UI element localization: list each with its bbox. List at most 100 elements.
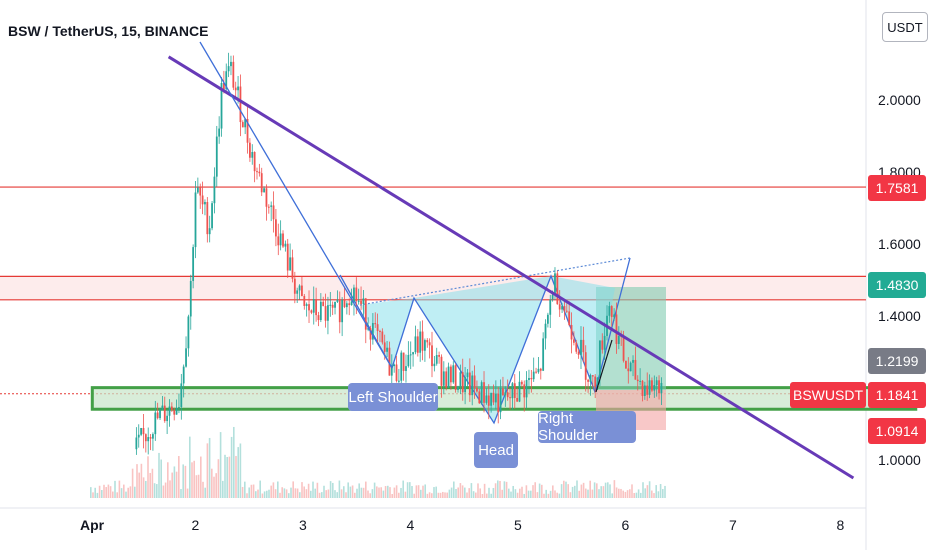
entry-arrow bbox=[595, 339, 613, 393]
candle-body bbox=[241, 122, 244, 128]
candle-body bbox=[549, 299, 552, 315]
volume-bar bbox=[490, 493, 492, 498]
candle-body bbox=[168, 406, 171, 416]
volume-bar bbox=[376, 486, 378, 498]
candle-body bbox=[192, 247, 195, 281]
volume-bar bbox=[164, 482, 167, 498]
candle-body bbox=[178, 407, 180, 409]
candle-body bbox=[447, 366, 450, 388]
currency-button[interactable]: USDT bbox=[882, 12, 928, 42]
candle-body bbox=[584, 352, 587, 380]
volume-bar bbox=[569, 492, 572, 498]
right-shoulder-label[interactable]: Right Shoulder bbox=[538, 410, 636, 444]
y-tick-label: 2.0000 bbox=[878, 92, 921, 108]
candle-body bbox=[374, 323, 377, 325]
candle-body bbox=[258, 171, 261, 174]
volume-bar bbox=[349, 486, 352, 498]
candle-body bbox=[629, 362, 632, 372]
resistance-2-badge: 1.4830 bbox=[868, 272, 926, 298]
volume-bar bbox=[664, 485, 666, 498]
volume-bar bbox=[389, 487, 391, 498]
volume-bar bbox=[338, 480, 341, 498]
candle-body bbox=[639, 380, 642, 382]
candle-body bbox=[369, 328, 372, 340]
candle-body bbox=[317, 315, 320, 321]
volume-bar bbox=[472, 491, 475, 498]
candle-body bbox=[189, 280, 192, 317]
volume-bar bbox=[351, 485, 354, 498]
volume-bar bbox=[292, 481, 294, 498]
candle-body bbox=[478, 391, 481, 404]
candle-body bbox=[573, 339, 575, 343]
grid-lines bbox=[0, 0, 867, 550]
volume-bar bbox=[534, 482, 536, 498]
volume-bar bbox=[580, 484, 583, 498]
volume-bar bbox=[466, 492, 468, 498]
volume-bar bbox=[299, 492, 301, 498]
volume-bar bbox=[428, 492, 431, 498]
candle-body bbox=[468, 372, 471, 396]
volume-bar bbox=[171, 472, 173, 498]
candle-body bbox=[196, 187, 199, 193]
candle-body bbox=[154, 412, 157, 435]
left-shoulder-label[interactable]: Left Shoulder bbox=[348, 383, 438, 411]
volume-bar bbox=[255, 491, 257, 498]
volume-bar bbox=[514, 489, 517, 498]
candle-body bbox=[435, 355, 438, 364]
volume-bar bbox=[114, 480, 116, 498]
volume-bar bbox=[332, 482, 334, 498]
volume-bar bbox=[219, 432, 222, 498]
volume-bar bbox=[98, 485, 101, 498]
candle-body bbox=[371, 323, 374, 340]
candle-body bbox=[509, 397, 511, 399]
volume-bar bbox=[483, 483, 486, 498]
volume-bar bbox=[371, 489, 374, 498]
trendlines[interactable] bbox=[167, 41, 855, 480]
head-label[interactable]: Head bbox=[474, 432, 518, 468]
volume-bar bbox=[241, 486, 244, 498]
volume-bar bbox=[567, 484, 569, 498]
candle-body bbox=[442, 371, 445, 386]
volume-bar bbox=[169, 480, 171, 498]
volume-bar bbox=[167, 462, 169, 498]
volume-bar bbox=[233, 426, 235, 498]
volume-bar bbox=[380, 487, 382, 498]
candle-body bbox=[459, 372, 462, 387]
volume-bar bbox=[180, 489, 182, 498]
y-tick-label: 1.6000 bbox=[878, 236, 921, 252]
candle-body bbox=[622, 335, 625, 361]
volume-bar bbox=[512, 485, 514, 498]
volume-bar bbox=[118, 480, 121, 498]
candle-body bbox=[646, 385, 649, 395]
candle-body bbox=[575, 342, 578, 352]
volume-bar bbox=[329, 481, 332, 498]
candle-body bbox=[232, 61, 235, 88]
volume-bar bbox=[409, 482, 411, 498]
volume-bar bbox=[635, 492, 638, 498]
chart-title: BSW / TetherUS, 15, BINANCE bbox=[8, 23, 208, 39]
candle-body bbox=[445, 371, 448, 388]
candle-body bbox=[641, 380, 644, 396]
candle-body bbox=[170, 406, 173, 411]
candle-body bbox=[244, 118, 247, 128]
volume-bar bbox=[398, 492, 400, 498]
volume-bar bbox=[576, 480, 578, 498]
candle-body bbox=[163, 405, 166, 422]
volume-bar bbox=[107, 484, 110, 498]
volume-bar bbox=[481, 493, 484, 498]
volume-bar bbox=[112, 491, 114, 498]
candle-body bbox=[400, 352, 403, 381]
candle-body bbox=[355, 287, 358, 301]
candle-body bbox=[343, 299, 346, 308]
volume-bar bbox=[585, 488, 587, 498]
candle-body bbox=[152, 434, 154, 439]
candle-body bbox=[218, 128, 221, 137]
candle-body bbox=[301, 285, 303, 296]
volume-bar bbox=[475, 492, 477, 498]
volume-bar bbox=[492, 487, 495, 498]
volume-bar bbox=[263, 491, 266, 498]
x-tick-label: 3 bbox=[299, 517, 307, 533]
volume-bar bbox=[395, 485, 398, 498]
candle-body bbox=[497, 393, 500, 413]
